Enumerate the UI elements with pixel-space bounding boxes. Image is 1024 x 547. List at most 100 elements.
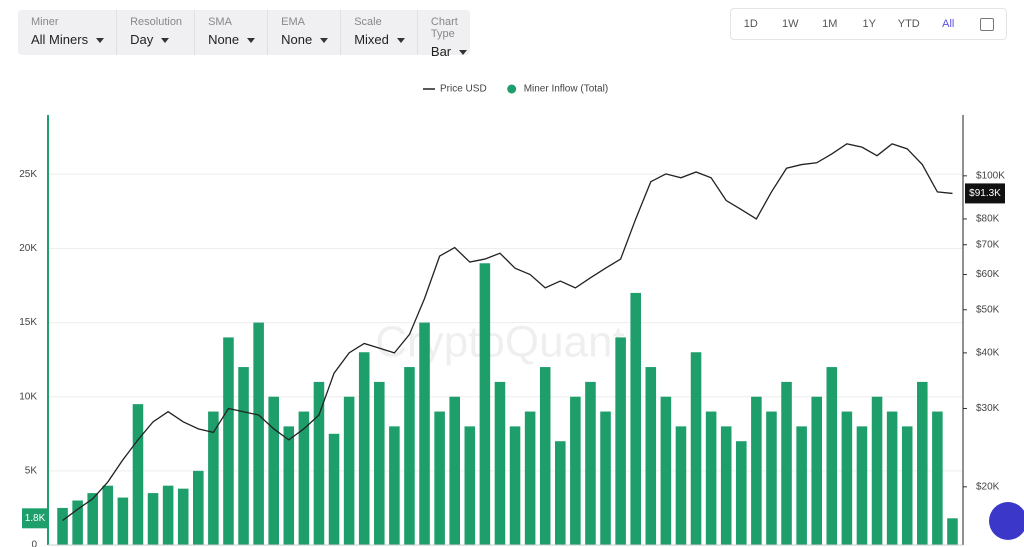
bar: [223, 337, 234, 545]
price-line: [62, 143, 953, 522]
y2-tick-label: $60K: [976, 269, 1000, 280]
bar: [524, 411, 536, 545]
bar: [298, 411, 310, 545]
bar: [268, 396, 279, 545]
bar: [102, 485, 114, 545]
dropdown[interactable]: EMA None: [268, 10, 342, 55]
bar: [811, 396, 822, 545]
bar: [117, 497, 129, 545]
bar: [343, 396, 355, 545]
range-button[interactable]: 1Y: [862, 18, 876, 30]
y2-tick-label: $100K: [976, 170, 1005, 181]
bar: [72, 500, 83, 545]
y2-tick-label: $70K: [976, 239, 1000, 250]
bar: [313, 381, 325, 545]
bar: [736, 441, 747, 545]
bar: [419, 322, 430, 545]
current-price-box: [965, 183, 1005, 204]
dropdown-label: SMA: [208, 16, 232, 28]
bar: [87, 493, 98, 545]
bar: [494, 381, 506, 545]
bar: [826, 367, 838, 545]
bar: [585, 381, 596, 545]
y2-tick-label: $40K: [976, 348, 1000, 359]
dropdown-value: None: [281, 32, 328, 47]
bar: [645, 367, 657, 545]
bar: [856, 426, 868, 545]
bar: [404, 367, 415, 545]
legend-label: Miner Inflow (Total): [524, 84, 608, 95]
bar: [132, 404, 144, 545]
bar: [358, 352, 370, 545]
bar: [751, 396, 762, 545]
bar: [328, 433, 340, 545]
bar: [193, 470, 204, 545]
bar: [690, 352, 702, 545]
bar: [434, 411, 445, 545]
dropdown-value: All Miners: [31, 32, 104, 47]
dropdown[interactable]: Miner All Miners: [18, 10, 118, 55]
range-button[interactable]: YTD: [897, 18, 920, 30]
chat-button[interactable]: [989, 502, 1024, 540]
watermark: CryptoQuant: [375, 318, 624, 367]
dropdown[interactable]: Chart Type Bar: [418, 10, 479, 59]
bar: [901, 426, 913, 545]
dropdown-value: Day: [130, 32, 182, 47]
bar: [555, 441, 566, 545]
range-button[interactable]: 1W: [782, 18, 799, 30]
dropdown-label: Chart Type: [430, 16, 458, 40]
dropdown-label: Miner: [31, 16, 59, 28]
bar: [449, 396, 460, 545]
bar: [479, 263, 491, 545]
dropdown-value: None: [208, 32, 255, 47]
y-tick-label: 20K: [19, 243, 37, 254]
bar: [947, 518, 958, 545]
dropdown-value: Bar: [431, 44, 467, 59]
y-tick-label: 25K: [19, 169, 37, 180]
y2-tick-label: $30K: [976, 403, 1000, 414]
bar: [675, 426, 687, 545]
range-button[interactable]: All: [942, 18, 955, 30]
y2-tick-label: $20K: [976, 481, 1000, 492]
dropdown-value: Mixed: [354, 32, 405, 47]
bar: [147, 493, 159, 545]
bar: [615, 337, 626, 545]
current-value-label: 1.8K: [25, 513, 46, 524]
bar: [886, 411, 898, 545]
bar: [796, 426, 807, 545]
current-value-box: [22, 508, 48, 529]
y-tick-label: 5K: [25, 466, 38, 477]
bar: [932, 411, 943, 545]
bar: [720, 426, 732, 545]
bar: [781, 381, 792, 545]
y2-tick-label: $50K: [976, 304, 1000, 315]
bar: [871, 396, 883, 545]
bar: [177, 488, 189, 545]
calendar-button[interactable]: [980, 17, 994, 31]
toolbar: Miner All Miners Resolution Day SMA None EMA No…: [18, 10, 470, 59]
bar: [600, 411, 611, 545]
bar: [570, 396, 581, 545]
dropdown[interactable]: Resolution Day: [117, 10, 196, 55]
bar: [705, 411, 717, 545]
bar: [162, 485, 174, 545]
dropdown[interactable]: SMA None: [195, 10, 269, 55]
bar: [539, 367, 551, 545]
bar: [841, 411, 853, 545]
y-tick-label: 0: [31, 540, 37, 547]
y-tick-label: 15K: [19, 317, 37, 328]
bar: [630, 292, 641, 545]
range-button[interactable]: 1M: [822, 18, 838, 30]
bar: [208, 411, 219, 545]
dropdown[interactable]: Scale Mixed: [341, 10, 418, 55]
range-button[interactable]: 1D: [743, 18, 758, 30]
bar: [253, 322, 264, 545]
y-tick-label: 10K: [19, 391, 37, 402]
dropdown-label: Resolution: [130, 16, 183, 28]
bar: [283, 426, 295, 545]
bar: [660, 396, 672, 545]
bar: [374, 381, 385, 545]
dropdown-label: EMA: [281, 16, 305, 28]
